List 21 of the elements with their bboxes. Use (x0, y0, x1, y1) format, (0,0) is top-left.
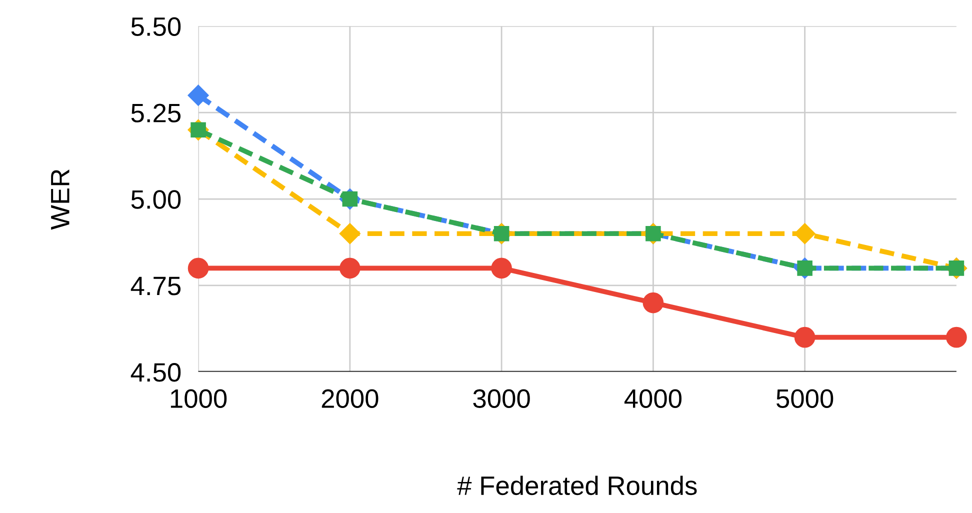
y-axis-title: WER (51, 169, 70, 230)
point (188, 84, 209, 106)
point (794, 223, 816, 244)
x-tick-label: 5000 (776, 389, 834, 408)
point (491, 258, 512, 279)
y-tick-label: 5.25 (131, 104, 181, 122)
point (339, 223, 360, 244)
point (340, 258, 360, 279)
point (794, 326, 816, 348)
point (188, 258, 209, 279)
y-tick-label: 4.75 (130, 276, 181, 296)
y-tick-label: 5.50 (131, 17, 181, 36)
x-tick-label: 1000 (170, 389, 227, 408)
y-tick-label: 5.00 (131, 190, 181, 209)
x-tick-label: 2000 (322, 389, 378, 408)
x-axis-title: # Federated Rounds (457, 476, 697, 496)
x-tick-label: 3000 (473, 389, 530, 408)
x-tick-label: 4000 (624, 389, 682, 408)
y-tick-label: 4.50 (130, 363, 181, 382)
point (946, 326, 967, 348)
point (642, 292, 664, 314)
